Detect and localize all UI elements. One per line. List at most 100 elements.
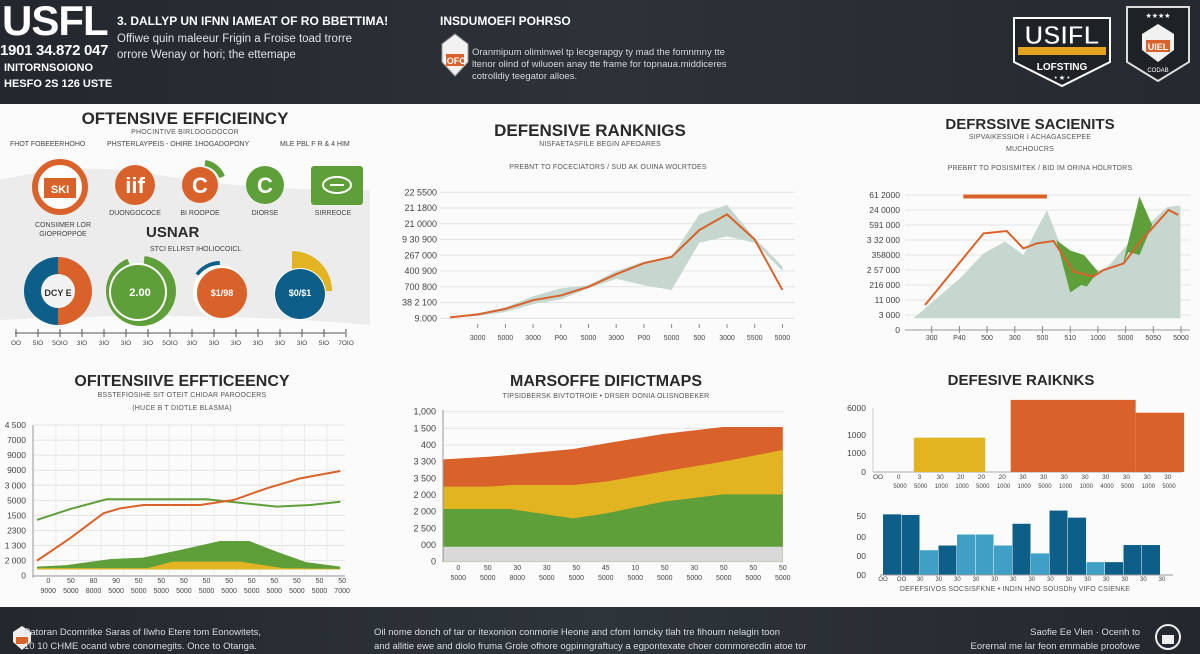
footer-text: 10 10 CHME ocand wbre conornegits. Once … [24, 641, 257, 652]
tick-label: 50 [720, 565, 728, 572]
headline-body: Offiwe quin maleeur Frigin a Froise toad… [117, 33, 352, 45]
icon-label: BI ROOPOE [180, 210, 220, 217]
tick-label: 45 [602, 565, 610, 572]
y-tick-label: 00 [857, 570, 867, 580]
tick-label: 50 [67, 578, 75, 585]
tick-label: 50 [135, 578, 143, 585]
tick-label: 5000 [176, 588, 192, 595]
tick-label: 0 [897, 474, 901, 481]
tick-label: 5000 [267, 588, 283, 595]
tick-label: OO [878, 577, 888, 583]
usfl-logo: USIFL LOFSTING • ★ • [1013, 17, 1111, 88]
tick-label: 10 [631, 565, 639, 572]
tick-label: 30 [1123, 474, 1131, 481]
chart-subtitle: NISFAETASFILE BEGIN AFEOARES [539, 141, 661, 148]
confidence-band [450, 204, 783, 318]
tick-label: 5000 [1162, 484, 1176, 490]
y-tick-label: 267 000 [404, 250, 437, 260]
y-tick-label: 3 000 [879, 310, 901, 320]
stat-line: 1901 34.872 047 [0, 42, 109, 59]
stacked-area-green [443, 494, 783, 562]
tick-label: 500 [693, 335, 705, 342]
donut-center-label: DCY E [44, 288, 71, 298]
y-tick-label: 1500 [7, 510, 26, 520]
tick-label: 1000 [997, 484, 1011, 490]
y-tick-label: 1000 [847, 448, 866, 458]
tick-label: 1000 [955, 484, 969, 490]
tick-label: 5000 [775, 335, 791, 342]
tick-label: 5500 [747, 335, 763, 342]
chart-subtitle: MUCHOUCRS [1005, 146, 1055, 153]
icon-label: DUONGOCOCE [109, 210, 161, 217]
tick-label: 30 [1047, 577, 1054, 583]
chart-subtitle: (HUCE B T DIOTLE BLASMA) [132, 405, 232, 412]
y-tick-label: 2 000 [413, 507, 436, 517]
tick-label: 500 [981, 335, 993, 342]
bar [1049, 510, 1068, 575]
letters-icon: iif [115, 165, 155, 205]
green-area [1122, 196, 1153, 264]
chart-title: DEFENSIVE RANKNIGS [494, 121, 686, 140]
c-logo-icon: C [246, 166, 284, 204]
y-tick-label: 3 300 [413, 457, 436, 467]
y-tick-label: 591 000 [869, 220, 900, 230]
panel1-row-label: MLE PBL F R & 4 HIM [280, 141, 350, 148]
tick-label: 30 [917, 577, 924, 583]
donut-core [275, 269, 325, 319]
tick-label: 50 [248, 578, 256, 585]
tick-label: OO [897, 577, 907, 583]
tick-label: 30 [935, 577, 942, 583]
tick-label: 5000 [657, 575, 673, 582]
bar [994, 545, 1012, 575]
shield-icon: IOFC [441, 33, 469, 77]
series-line-green [36, 498, 341, 521]
tick-label: 3000 [719, 335, 735, 342]
footer-text: Patoran Dcomritke Saras of Ilwho Etere t… [24, 627, 262, 638]
y-tick-label: 0 [895, 325, 900, 335]
y-tick-label: 3 500 [413, 473, 436, 483]
chart-caption: DEFEFSIVOS SOCSISFKNE • INDIN HNO SOUSDh… [899, 586, 1131, 593]
tick-label: 30 [1010, 577, 1017, 583]
tick-label: 5000 [1038, 484, 1052, 490]
tick-label: 5000 [199, 588, 215, 595]
y-tick-label: 400 [421, 440, 436, 450]
y-tick-label: 1 300 [5, 541, 27, 551]
tick-label: P00 [638, 335, 651, 342]
y-tick-label: 1,000 [413, 407, 436, 417]
svg-text:UIEL: UIEL [1148, 42, 1169, 52]
y-tick-label: 2 000 [413, 490, 436, 500]
bar [1123, 545, 1142, 575]
icon-label: SIRREOCE [314, 210, 352, 217]
svg-text:USIFL: USIFL [1024, 20, 1099, 50]
footer-text: and allitie ewe and diolo fruma Grole of… [374, 641, 807, 652]
bar [1010, 399, 1136, 472]
tick-label: 5000 [746, 575, 762, 582]
series-line [449, 213, 784, 319]
svg-text:★★★★: ★★★★ [1145, 12, 1170, 20]
y-tick-label: 11 000 [875, 295, 901, 305]
tick-label: 30 [1140, 577, 1147, 583]
tick-label: 5000 [244, 588, 260, 595]
donut-center-label: $0/$1 [289, 288, 312, 298]
tick-label: 3IO [187, 340, 197, 347]
chart-title: OFITENSIIVE EFFTICEENCY [74, 373, 290, 390]
y-tick-label: 61 2000 [869, 190, 900, 200]
tick-label: 50 [779, 565, 787, 572]
tick-label: 3IO [77, 340, 87, 347]
tick-label: 30 [1081, 474, 1089, 481]
tick-label: 5000 [289, 588, 305, 595]
tick-label: 5000 [687, 575, 703, 582]
y-tick-label: 9 30 900 [402, 235, 437, 245]
info-line: HESFO 2S 126 USTE [4, 78, 113, 90]
tick-label: 5000 [598, 575, 614, 582]
tick-label: 5050 [1146, 335, 1162, 342]
y-tick-label: 21 1800 [404, 203, 437, 213]
tick-label: 3IO [209, 340, 219, 347]
chart-subtitle: PREBNT TO FOCECIATORS / SUD AK OUINA WOL… [509, 164, 707, 171]
y-tick-label: 2300 [7, 525, 26, 535]
tick-label: 1000 [935, 484, 949, 490]
tick-label: 90 [112, 578, 120, 585]
tick-label: 5000 [451, 575, 467, 582]
y-tick-label: 9000 [7, 465, 26, 475]
tick-label: 5000 [581, 335, 597, 342]
